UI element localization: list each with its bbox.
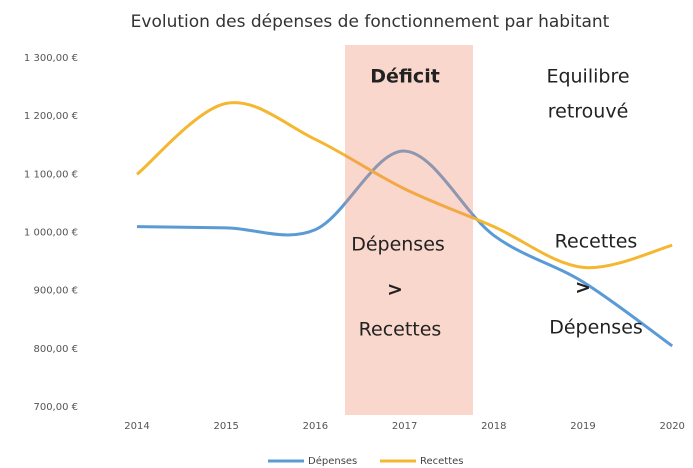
annotation: > — [387, 279, 403, 301]
annotation: retrouvé — [548, 101, 629, 123]
x-tick-label: 2018 — [481, 421, 506, 432]
annotation: Equilibre — [546, 66, 629, 88]
y-tick-label: 1 200,00 € — [24, 111, 78, 122]
series-line — [136, 101, 673, 270]
x-tick-label: 2015 — [213, 421, 238, 432]
y-tick-label: 1 100,00 € — [24, 169, 78, 180]
x-tick-label: 2014 — [124, 421, 149, 432]
series-line — [136, 149, 674, 348]
annotation: > — [575, 277, 591, 299]
annotation: Dépenses — [351, 234, 445, 256]
x-tick-label: 2020 — [659, 421, 684, 432]
chart-title: Evolution des dépenses de fonctionnement… — [131, 12, 610, 32]
legend-label: Recettes — [420, 456, 464, 467]
legend-label: Dépenses — [308, 455, 357, 467]
annotation: Recettes — [359, 319, 442, 341]
annotation: Dépenses — [549, 317, 643, 339]
x-tick-label: 2017 — [392, 421, 417, 432]
y-tick-label: 700,00 € — [33, 402, 78, 413]
y-tick-label: 900,00 € — [33, 286, 78, 297]
annotation: Déficit — [370, 66, 440, 88]
y-tick-label: 1 000,00 € — [24, 228, 78, 239]
y-tick-label: 800,00 € — [33, 344, 78, 355]
y-tick-label: 1 300,00 € — [24, 53, 78, 64]
deficit-band — [345, 45, 473, 415]
x-tick-label: 2016 — [303, 421, 328, 432]
annotation: Recettes — [555, 231, 638, 253]
x-tick-label: 2019 — [570, 421, 595, 432]
